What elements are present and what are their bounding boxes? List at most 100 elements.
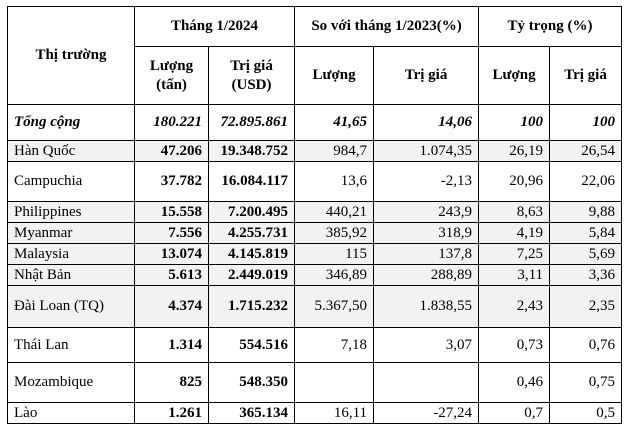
cell-share-value: 9,88	[549, 201, 623, 223]
header-value-usd: Trị giá (USD)	[207, 46, 296, 105]
header-volume-tons: Lượng (tấn)	[134, 46, 209, 105]
cell-market: Myanmar	[7, 222, 135, 244]
cell-value: 1.715.232	[207, 285, 296, 328]
cell-value: 4.255.731	[207, 222, 296, 244]
header-volume-label: Lượng	[149, 57, 194, 74]
cell-share-value: 0,76	[549, 327, 623, 363]
cell-volume: 13.074	[134, 243, 209, 265]
total-row: Tổng cộng 180.221 72.895.861 41,65 14,06 100 1…	[7, 104, 623, 141]
table-row: Campuchia 37.782 16.084.117 13,6 -2,13 20,96 2…	[7, 161, 623, 202]
header-share-value: Trị giá	[549, 46, 623, 105]
cell-volume-change: 16,11	[294, 402, 375, 424]
cell-value: 72.895.861	[207, 104, 296, 141]
rice-export-table: Thị trường Tháng 1/2024 So với tháng 1/2…	[7, 6, 623, 424]
cell-value-change: 1.838,55	[373, 285, 480, 328]
header-volume-unit: (tấn)	[156, 76, 187, 93]
cell-share-volume: 100	[478, 104, 551, 141]
table-row: Thái Lan 1.314 554.516 7,18 3,07 0,73 0,76	[7, 327, 623, 363]
cell-market: Nhật Bản	[7, 264, 135, 286]
cell-volume-change: 115	[294, 243, 375, 265]
cell-value: 554.516	[207, 327, 296, 363]
table-row: Đài Loan (TQ) 4.374 1.715.232 5.367,50 1.838…	[7, 285, 623, 328]
table-row: Malaysia 13.074 4.145.819 115 137,8 7,25 5,69	[7, 243, 623, 265]
cell-share-volume: 0,7	[478, 402, 551, 424]
cell-share-value: 3,36	[549, 264, 623, 286]
cell-volume: 7.556	[134, 222, 209, 244]
cell-volume-change: 984,7	[294, 140, 375, 162]
cell-volume-change	[294, 362, 375, 403]
table-row: Hàn Quốc 47.206 19.348.752 984,7 1.074,35 26,…	[7, 140, 623, 162]
cell-share-volume: 7,25	[478, 243, 551, 265]
cell-volume: 47.206	[134, 140, 209, 162]
cell-share-volume: 0,73	[478, 327, 551, 363]
header-vol-pct: Lượng	[294, 46, 375, 105]
cell-volume: 37.782	[134, 161, 209, 202]
header-group-vs2023: So với tháng 1/2023(%)	[294, 6, 480, 47]
cell-value-change: 288,89	[373, 264, 480, 286]
cell-volume: 180.221	[134, 104, 209, 141]
cell-share-volume: 8,63	[478, 201, 551, 223]
cell-share-volume: 20,96	[478, 161, 551, 202]
cell-volume: 825	[134, 362, 209, 403]
cell-share-volume: 3,11	[478, 264, 551, 286]
table-row: Nhật Bản 5.613 2.449.019 346,89 288,89 3,11 3,…	[7, 264, 623, 286]
cell-market: Hàn Quốc	[7, 140, 135, 162]
cell-volume: 1.261	[134, 402, 209, 424]
header-value-label: Trị giá	[230, 57, 273, 74]
cell-share-volume: 0,46	[478, 362, 551, 403]
table-body: Tổng cộng 180.221 72.895.861 41,65 14,06 100 1…	[7, 104, 623, 424]
cell-volume-change: 41,65	[294, 104, 375, 141]
table-row: Myanmar 7.556 4.255.731 385,92 318,9 4,19 5,84	[7, 222, 623, 244]
cell-market: Mozambique	[7, 362, 135, 403]
cell-share-value: 22,06	[549, 161, 623, 202]
cell-value-change	[373, 362, 480, 403]
cell-share-value: 26,54	[549, 140, 623, 162]
cell-volume-change: 5.367,50	[294, 285, 375, 328]
cell-market: Lào	[7, 402, 135, 424]
cell-value-change: 243,9	[373, 201, 480, 223]
cell-share-value: 100	[549, 104, 623, 141]
header-value-unit: (USD)	[231, 76, 272, 93]
header-group-share: Tỷ trọng (%)	[478, 6, 623, 47]
cell-share-value: 0,5	[549, 402, 623, 424]
cell-volume-change: 13,6	[294, 161, 375, 202]
header-share-vol: Lượng	[478, 46, 551, 105]
cell-value: 16.084.117	[207, 161, 296, 202]
cell-value: 4.145.819	[207, 243, 296, 265]
cell-market: Malaysia	[7, 243, 135, 265]
cell-volume: 15.558	[134, 201, 209, 223]
cell-volume-change: 7,18	[294, 327, 375, 363]
cell-value-change: 137,8	[373, 243, 480, 265]
header-value-pct: Trị giá	[373, 46, 480, 105]
table-row: Mozambique 825 548.350 0,46 0,75	[7, 362, 623, 403]
cell-value: 2.449.019	[207, 264, 296, 286]
table-container: Thị trường Tháng 1/2024 So với tháng 1/2…	[7, 6, 623, 424]
cell-volume-change: 440,21	[294, 201, 375, 223]
cell-value-change: 318,9	[373, 222, 480, 244]
cell-value-change: 1.074,35	[373, 140, 480, 162]
cell-value: 19.348.752	[207, 140, 296, 162]
cell-value-change: -27,24	[373, 402, 480, 424]
cell-volume-change: 346,89	[294, 264, 375, 286]
cell-market: Đài Loan (TQ)	[7, 285, 135, 328]
cell-value-change: 14,06	[373, 104, 480, 141]
cell-volume: 1.314	[134, 327, 209, 363]
cell-share-volume: 4,19	[478, 222, 551, 244]
cell-value: 7.200.495	[207, 201, 296, 223]
cell-value-change: -2,13	[373, 161, 480, 202]
cell-market: Campuchia	[7, 161, 135, 202]
cell-share-volume: 2,43	[478, 285, 551, 328]
cell-share-value: 0,75	[549, 362, 623, 403]
cell-share-volume: 26,19	[478, 140, 551, 162]
table-row: Lào 1.261 365.134 16,11 -27,24 0,7 0,5	[7, 402, 623, 424]
cell-share-value: 5,84	[549, 222, 623, 244]
cell-volume: 5.613	[134, 264, 209, 286]
cell-share-value: 5,69	[549, 243, 623, 265]
header-market: Thị trường	[7, 6, 135, 105]
cell-market: Philippines	[7, 201, 135, 223]
cell-volume-change: 385,92	[294, 222, 375, 244]
cell-volume: 4.374	[134, 285, 209, 328]
cell-value-change: 3,07	[373, 327, 480, 363]
cell-market: Thái Lan	[7, 327, 135, 363]
header-group-jan2024: Tháng 1/2024	[133, 6, 296, 47]
